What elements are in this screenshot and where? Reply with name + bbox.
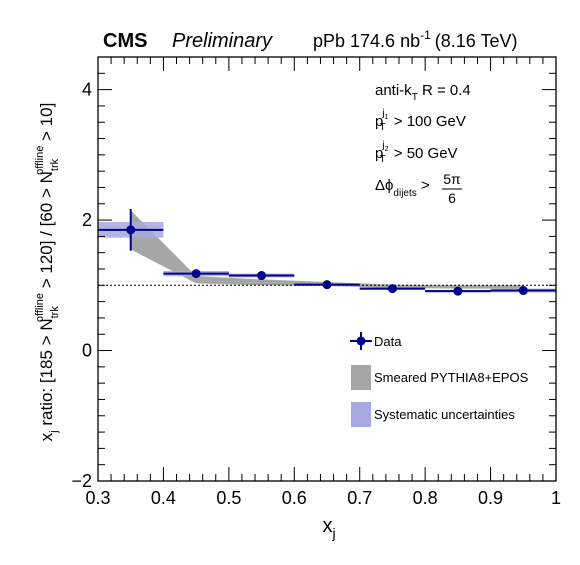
status-label: Preliminary <box>172 30 273 52</box>
legend-model-label: Smeared PYTHIA8+EPOS <box>374 370 529 385</box>
legend-model-swatch <box>351 365 371 390</box>
delta-phi-cut: Δϕdijets > <box>375 177 430 199</box>
jet-algorithm-label: anti-kT R = 0.4 <box>375 82 471 103</box>
y-tick-label: 4 <box>82 80 92 100</box>
energy-label: (8.16 TeV) <box>435 31 518 51</box>
luminosity-exponent: -1 <box>420 28 431 42</box>
y-tick-label: 0 <box>82 341 92 361</box>
data-point <box>191 269 201 279</box>
x-tick-label: 1 <box>551 488 561 508</box>
legend-syst-swatch <box>351 402 371 427</box>
legend-syst-label: Systematic uncertainties <box>374 407 515 422</box>
x-tick-label: 0.8 <box>413 488 438 508</box>
x-tick-label: 0.4 <box>151 488 176 508</box>
x-tick-label: 0.5 <box>216 488 241 508</box>
model-band <box>130 210 524 289</box>
y-tick-label: 2 <box>82 210 92 230</box>
delta-phi-denominator: 6 <box>448 190 456 206</box>
plot-area: 0.3 0.4 0.5 0.6 0.7 0.8 0.9 1 −2 0 2 4 <box>71 56 561 508</box>
data-point <box>126 225 136 235</box>
subleading-jet-pt-cut: pj2 T > 50 GeV <box>375 140 458 165</box>
data-point <box>322 280 332 290</box>
x-tick-label: 0.9 <box>478 488 503 508</box>
legend: Data Smeared PYTHIA8+EPOS Systematic unc… <box>350 332 529 427</box>
data-point <box>453 286 463 296</box>
delta-phi-numerator: 5π <box>443 171 461 187</box>
y-tick-label: −2 <box>71 471 92 491</box>
data-point <box>518 286 528 296</box>
data-point <box>257 271 267 281</box>
data-point <box>387 284 397 294</box>
experiment-label: CMS <box>103 30 147 52</box>
leading-jet-pt-cut: pj1 T > 100 GeV <box>375 108 466 133</box>
x-tick-label: 0.6 <box>282 488 307 508</box>
selection-cuts: anti-kT R = 0.4 pj1 T > 100 GeV pj2 T > 50… <box>375 82 471 206</box>
legend-data-label: Data <box>374 334 402 349</box>
x-tick-label: 0.7 <box>347 488 372 508</box>
luminosity-label: pPb 174.6 nb-1 (8.16 TeV) <box>313 28 518 51</box>
luminosity-prefix: pPb 174.6 nb <box>313 31 420 51</box>
x-axis-title: xj <box>322 515 335 541</box>
legend-data-marker <box>356 336 366 346</box>
x-tick-label: 0.3 <box>85 488 110 508</box>
y-axis-title: xj ratio: [185 > Ntrkoffline > 120] / [6… <box>34 103 61 442</box>
